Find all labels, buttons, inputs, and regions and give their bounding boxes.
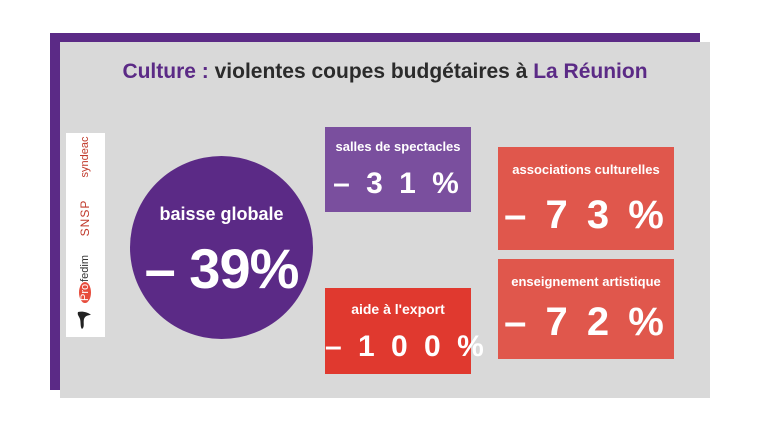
page-title: Culture : violentes coupes budgétaires à… [60,60,710,84]
associations-box: associations culturelles – 7 3 % [498,147,674,250]
global-decrease-value: – 39% [144,237,300,300]
title-culture: Culture : [122,60,215,83]
enseignement-label: enseignement artistique [511,274,661,289]
associations-label: associations culturelles [512,162,660,177]
title-middle: violentes coupes budgétaires à [214,60,534,83]
export-box: aide à l'export – 1 0 0 % [325,288,488,374]
figure-logo-icon [77,311,91,329]
title-region: La Réunion [533,60,648,83]
profedim-rest: fedim [79,254,91,282]
enseignement-value: – 7 2 % [504,300,668,344]
export-label: aide à l'export [351,301,445,317]
syndeac-logo: syndeac [79,136,91,178]
global-decrease-label: baisse globale [159,204,284,224]
snsp-logo: SNSP [78,199,92,237]
enseignement-box: enseignement artistique – 7 2 % [498,259,674,359]
profedim-pro: Pro [79,281,91,304]
export-value: – 1 0 0 % [325,330,488,363]
salles-box: salles de spectacles – 3 1 % [325,127,471,212]
global-decrease-circle: baisse globale – 39% [130,156,313,339]
profedim-logo: Profedim [79,244,91,314]
infographic-card: Culture : violentes coupes budgétaires à… [60,42,710,398]
partner-logos: syndeac SNSP Profedim [66,133,105,337]
salles-value: – 3 1 % [333,167,463,200]
associations-value: – 7 3 % [504,193,668,237]
salles-label: salles de spectacles [335,139,461,154]
